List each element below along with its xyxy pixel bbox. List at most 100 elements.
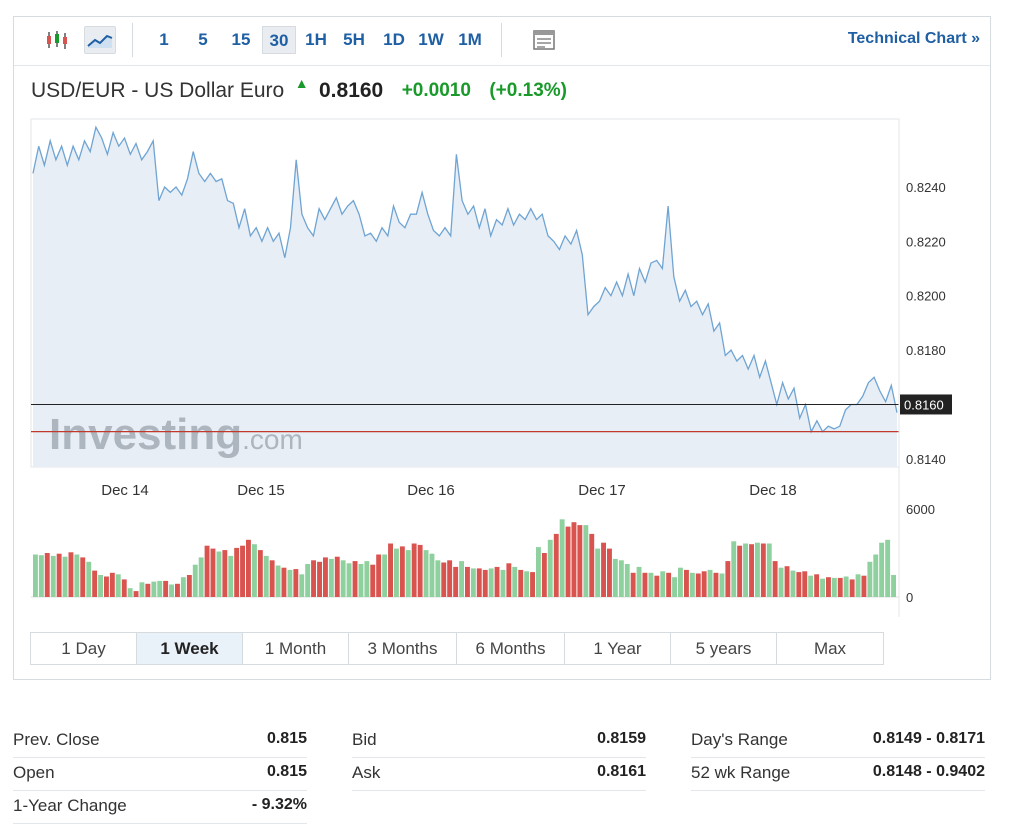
volume-bar — [180, 577, 186, 597]
volume-bar — [737, 545, 743, 597]
volume-bar — [660, 571, 666, 597]
volume-bar — [524, 571, 530, 597]
stat-value: 0.8161 — [597, 763, 646, 780]
volume-bar — [612, 558, 618, 597]
volume-bar — [275, 565, 281, 597]
volume-bar — [725, 561, 731, 597]
volume-bar — [565, 526, 571, 597]
x-tick-label: Dec 18 — [749, 482, 797, 499]
stats-column: Day's Range 0.8149 - 0.8171 52 wk Range 0.8… — [691, 726, 985, 792]
volume-bar — [808, 575, 814, 597]
volume-bar — [790, 570, 796, 597]
stat-row: Ask 0.8161 — [352, 759, 646, 791]
interval-1m[interactable]: 1M — [458, 30, 482, 49]
interval-1h[interactable]: 1H — [305, 30, 327, 49]
table-icon[interactable] — [528, 26, 560, 54]
volume-bar — [86, 561, 92, 597]
period-max[interactable]: Max — [813, 639, 847, 658]
volume-bar — [459, 561, 464, 597]
volume-bar — [222, 550, 228, 597]
volume-bar — [423, 550, 429, 597]
volume-bar — [346, 563, 352, 597]
candlestick-icon[interactable] — [41, 26, 73, 54]
period-1-week[interactable]: 1 Week — [137, 633, 243, 664]
volume-bar — [68, 552, 74, 597]
volume-bar — [364, 561, 370, 597]
volume-bar — [571, 522, 577, 597]
volume-bar — [334, 556, 340, 597]
period-1-year[interactable]: 1 Year — [565, 633, 671, 664]
volume-bar — [470, 568, 476, 597]
volume-bar — [618, 560, 624, 597]
period-3-months[interactable]: 3 Months — [349, 633, 457, 664]
interval-5h[interactable]: 5H — [343, 30, 365, 49]
volume-bar — [299, 574, 305, 597]
interval-1d[interactable]: 1D — [383, 30, 405, 49]
last-price-tag — [900, 394, 952, 415]
watermark: Investing.com — [49, 410, 303, 459]
period-1-month[interactable]: 1 Month — [243, 633, 349, 664]
volume-bar — [778, 567, 784, 597]
volume-bar — [731, 541, 737, 597]
interval-1[interactable]: 1 — [159, 30, 169, 49]
volume-bar — [826, 577, 831, 597]
volume-bar — [151, 581, 157, 597]
volume-bar — [678, 567, 683, 597]
volume-bar — [328, 558, 334, 597]
price-change: +0.0010 — [401, 80, 471, 101]
price-chart[interactable]: Investing.com 0.8240 0.8220 0.8200 0.8180 0.8… — [14, 17, 990, 617]
volume-bar — [796, 572, 802, 597]
line-chart-icon[interactable] — [84, 26, 116, 54]
volume-bar — [38, 555, 44, 597]
volume-bar — [642, 572, 648, 597]
stat-row: Bid 0.8159 — [352, 726, 646, 758]
volume-bar — [743, 543, 748, 597]
toolbar-separator — [132, 23, 133, 57]
interval-15[interactable]: 15 — [231, 30, 251, 49]
stat-row: Prev. Close 0.815 — [13, 726, 307, 758]
period-6-months[interactable]: 6 Months — [457, 633, 565, 664]
volume-bar — [257, 550, 263, 597]
y-tick-label: 0.8220 — [906, 234, 946, 249]
volume-bar — [849, 579, 855, 597]
volume-bar — [50, 555, 56, 597]
volume-tick-label: 6000 — [906, 502, 935, 517]
volume-bar — [624, 564, 630, 597]
volume-bar — [186, 575, 192, 597]
last-price: 0.8160 — [319, 79, 384, 102]
stat-value: 0.8149 - 0.8171 — [872, 730, 985, 747]
volume-bar — [672, 577, 677, 597]
interval-30[interactable]: 30 — [262, 26, 296, 54]
volume-bar — [861, 575, 867, 597]
volume-bar — [530, 572, 535, 597]
volume-bar — [719, 573, 725, 597]
volume-bar — [506, 563, 512, 597]
y-tick-label: 0.8200 — [906, 289, 946, 304]
stat-value: 0.8148 - 0.9402 — [872, 763, 985, 780]
volume-bar — [157, 580, 163, 597]
volume-bar — [145, 583, 151, 597]
period-1-day[interactable]: 1 Day — [31, 633, 137, 664]
stat-value: 0.815 — [266, 730, 307, 747]
interval-5[interactable]: 5 — [198, 30, 208, 49]
volume-bar — [340, 560, 346, 597]
volume-bar — [695, 573, 701, 597]
period-5-years[interactable]: 5 years — [671, 633, 777, 664]
volume-bar — [293, 569, 299, 597]
stat-label: 1-Year Change — [13, 796, 127, 815]
technical-chart-link[interactable]: Technical Chart » — [847, 30, 980, 47]
volume-bar — [589, 533, 595, 597]
volume-bar — [281, 567, 287, 597]
interval-1w[interactable]: 1W — [418, 30, 444, 49]
y-tick-label: 0.8180 — [906, 343, 946, 358]
volume-bar — [577, 525, 583, 597]
volume-bar — [163, 580, 169, 597]
volume-bar — [62, 556, 68, 597]
volume-bar — [713, 572, 719, 597]
volume-bar — [139, 582, 145, 597]
volume-bar — [399, 546, 405, 597]
quote-header: USD/EUR - US Dollar Euro ▲ 0.8160 +0.001… — [31, 75, 567, 107]
volume-bar — [453, 566, 459, 597]
y-tick-label: 0.8140 — [906, 452, 946, 467]
chart-toolbar: 1 5 15 30 1H 5H 1D 1W 1M Technical Chart » — [14, 17, 990, 66]
